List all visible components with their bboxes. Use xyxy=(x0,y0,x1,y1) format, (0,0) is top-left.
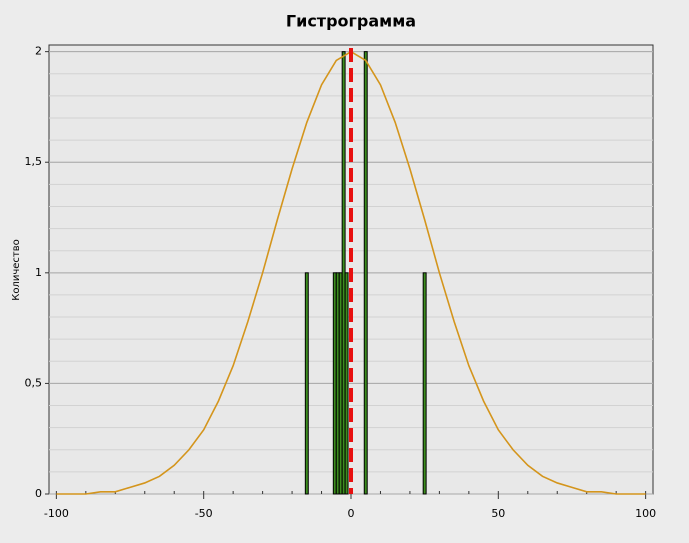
y-tick-label: 1 xyxy=(35,266,42,279)
y-tick-label: 0 xyxy=(35,487,42,500)
x-tick-label: -100 xyxy=(44,507,69,520)
chart-title: Гистрограмма xyxy=(286,12,416,31)
bar xyxy=(363,51,368,495)
y-tick-label: 2 xyxy=(35,45,42,58)
y-tick-label: 0,5 xyxy=(25,376,43,389)
bar xyxy=(304,272,309,495)
bar xyxy=(344,272,349,495)
y-tick-label: 1,5 xyxy=(25,155,43,168)
x-tick-label: 50 xyxy=(491,507,505,520)
y-axis-label: Количество xyxy=(11,239,22,301)
x-tick-label: 100 xyxy=(635,507,656,520)
x-tick-label: -50 xyxy=(195,507,213,520)
bar xyxy=(422,272,427,495)
x-tick-label: 0 xyxy=(348,507,355,520)
